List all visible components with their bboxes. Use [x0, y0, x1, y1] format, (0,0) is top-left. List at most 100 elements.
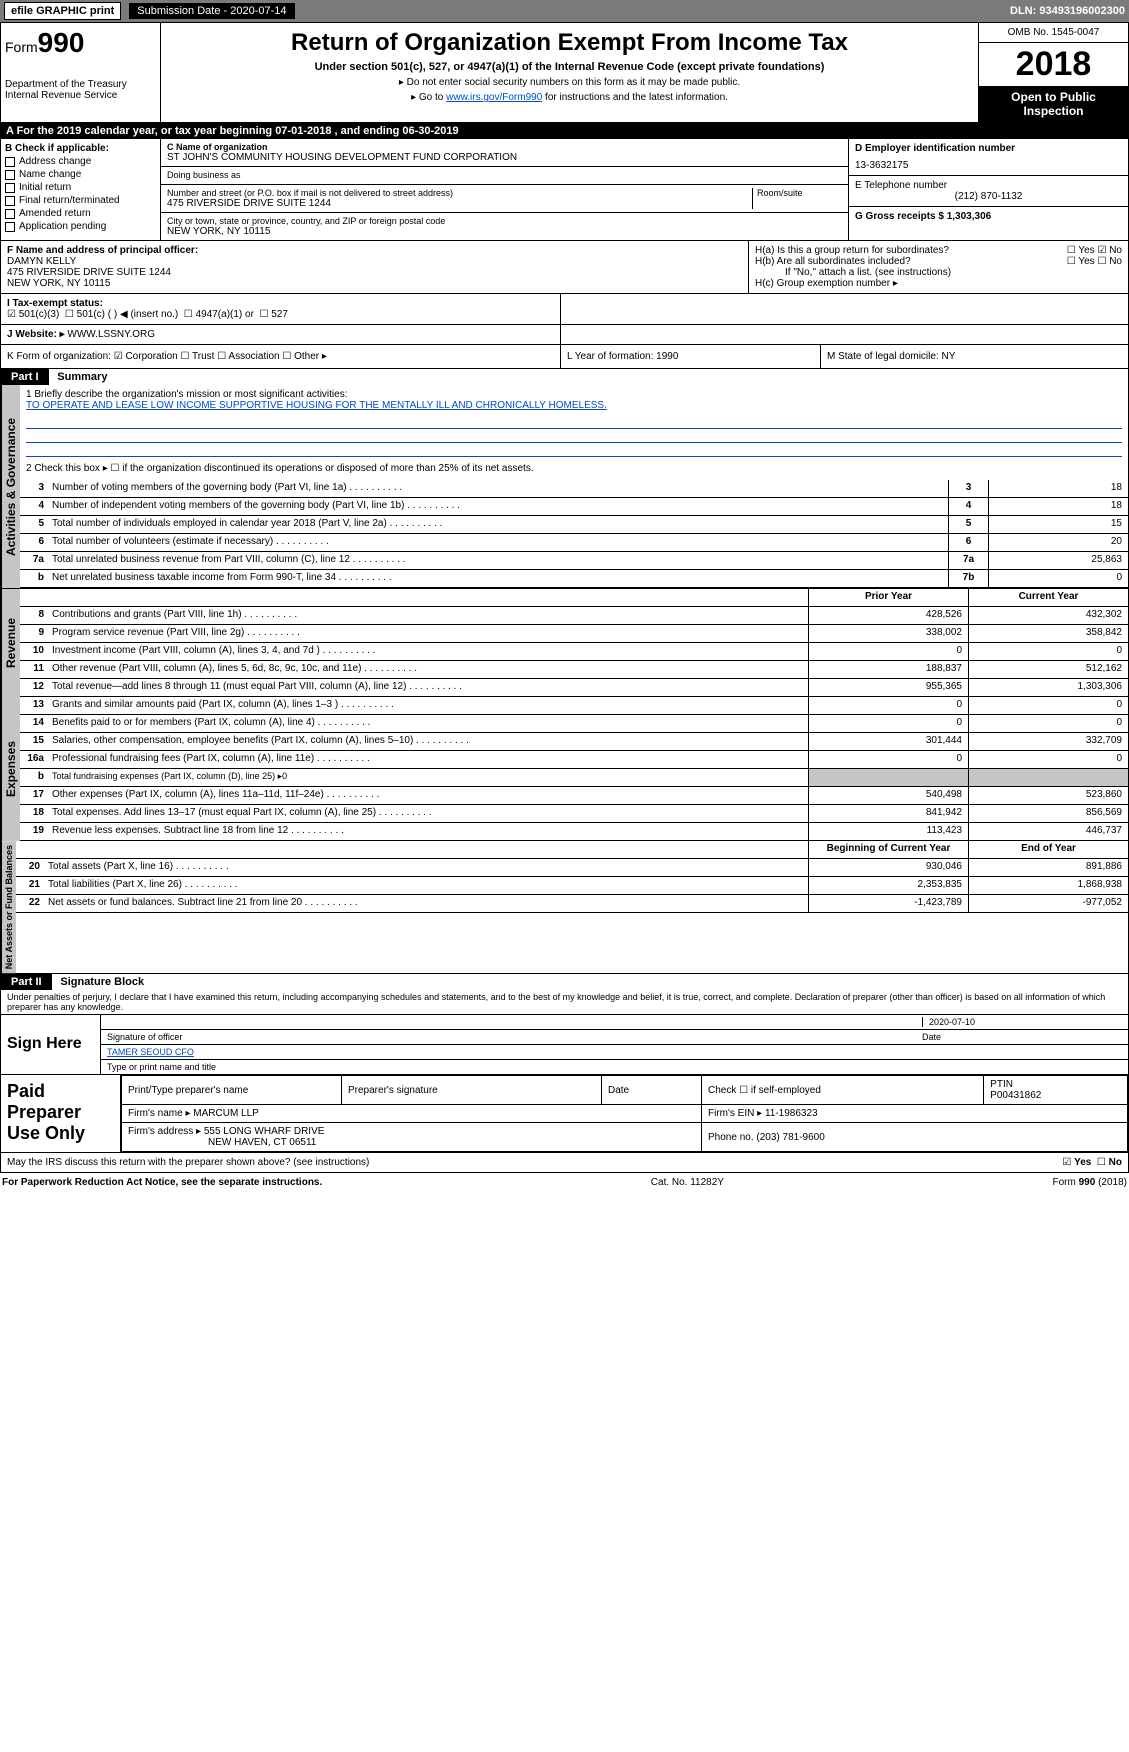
tax-year: 2018: [979, 43, 1128, 86]
summary-row: 17Other expenses (Part IX, column (A), l…: [20, 787, 1128, 805]
line1-label: 1 Briefly describe the organization's mi…: [26, 389, 1122, 400]
hdr-current: Current Year: [968, 589, 1128, 606]
summary-row: 12Total revenue—add lines 8 through 11 (…: [20, 679, 1128, 697]
form-subtitle: Under section 501(c), 527, or 4947(a)(1)…: [167, 61, 972, 73]
city: NEW YORK, NY 10115: [167, 226, 842, 237]
box-k: K Form of organization: ☑ Corporation ☐ …: [1, 345, 561, 368]
summary-row: 9Program service revenue (Part VIII, lin…: [20, 625, 1128, 643]
part2-tag: Part II: [1, 974, 52, 990]
box-b-title: B Check if applicable:: [5, 143, 156, 154]
part1-tag: Part I: [1, 369, 49, 385]
line2: 2 Check this box ▸ ☐ if the organization…: [20, 457, 1128, 480]
paid-label: Paid Preparer Use Only: [1, 1075, 121, 1152]
summary-row: 22Net assets or fund balances. Subtract …: [16, 895, 1128, 913]
mission-text: TO OPERATE AND LEASE LOW INCOME SUPPORTI…: [26, 400, 1122, 411]
discuss-question: May the IRS discuss this return with the…: [7, 1157, 369, 1168]
h-c: H(c) Group exemption number ▸: [755, 278, 1122, 289]
footer-right: Form 990 (2018): [1053, 1177, 1127, 1188]
summary-row: 7aTotal unrelated business revenue from …: [20, 552, 1128, 570]
dln: DLN: 93493196002300: [1010, 5, 1125, 17]
gross-receipts: G Gross receipts $ 1,303,306: [855, 211, 1122, 222]
summary-row: 20Total assets (Part X, line 16)930,0468…: [16, 859, 1128, 877]
dba-label: Doing business as: [167, 170, 241, 180]
footer-mid: Cat. No. 11282Y: [651, 1177, 724, 1188]
website: WWW.LSSNY.ORG: [67, 329, 155, 340]
summary-row: 11Other revenue (Part VIII, column (A), …: [20, 661, 1128, 679]
h-a: H(a) Is this a group return for subordin…: [755, 245, 949, 256]
ein: 13-3632175: [855, 160, 1122, 171]
summary-row: 8Contributions and grants (Part VIII, li…: [20, 607, 1128, 625]
form-header: Form990 Department of the Treasury Inter…: [0, 22, 1129, 123]
topbar: efile GRAPHIC print Submission Date - 20…: [0, 0, 1129, 22]
summary-row: 15Salaries, other compensation, employee…: [20, 733, 1128, 751]
city-label: City or town, state or province, country…: [167, 216, 842, 226]
summary-row: 10Investment income (Part VIII, column (…: [20, 643, 1128, 661]
note-link: ▸ Go to www.irs.gov/Form990 for instruct…: [167, 92, 972, 103]
officer-print-name: TAMER SEOUD CFO: [107, 1047, 194, 1057]
summary-row: 19Revenue less expenses. Subtract line 1…: [20, 823, 1128, 841]
label-f: F Name and address of principal officer:: [7, 245, 198, 256]
irs-link[interactable]: www.irs.gov/Form990: [446, 92, 542, 103]
street-label: Number and street (or P.O. box if mail i…: [167, 188, 752, 198]
room-label: Room/suite: [752, 188, 842, 209]
summary-row: 13Grants and similar amounts paid (Part …: [20, 697, 1128, 715]
hdr-begin: Beginning of Current Year: [808, 841, 968, 858]
officer-addr1: 475 RIVERSIDE DRIVE SUITE 1244: [7, 267, 742, 278]
checkbox-item[interactable]: Name change: [5, 169, 156, 180]
summary-row: bNet unrelated business taxable income f…: [20, 570, 1128, 588]
omb-number: OMB No. 1545-0047: [979, 23, 1128, 43]
summary-row: 5Total number of individuals employed in…: [20, 516, 1128, 534]
summary-row: 21Total liabilities (Part X, line 26)2,3…: [16, 877, 1128, 895]
label-i: I Tax-exempt status:: [7, 298, 103, 309]
summary-row: 18Total expenses. Add lines 13–17 (must …: [20, 805, 1128, 823]
part2-title: Signature Block: [54, 976, 144, 988]
checkbox-item[interactable]: Address change: [5, 156, 156, 167]
line-a: A For the 2019 calendar year, or tax yea…: [0, 123, 1129, 139]
ein-label: D Employer identification number: [855, 143, 1122, 154]
h-b: H(b) Are all subordinates included?: [755, 256, 911, 267]
box-l: L Year of formation: 1990: [561, 345, 821, 368]
street: 475 RIVERSIDE DRIVE SUITE 1244: [167, 198, 752, 209]
open-to-public: Open to Public Inspection: [979, 86, 1128, 122]
perjury: Under penalties of perjury, I declare th…: [0, 990, 1129, 1015]
sig-officer-label: Signature of officer: [107, 1032, 922, 1042]
part1-title: Summary: [51, 371, 107, 383]
label-j: J Website: ▸: [7, 329, 65, 340]
submission-date: Submission Date - 2020-07-14: [129, 3, 294, 19]
side-net: Net Assets or Fund Balances: [1, 841, 16, 973]
section-bcd: B Check if applicable: Address change Nam…: [0, 139, 1129, 241]
sign-here-label: Sign Here: [1, 1015, 101, 1074]
summary-row: 16aProfessional fundraising fees (Part I…: [20, 751, 1128, 769]
h-note: If "No," attach a list. (see instruction…: [755, 267, 1122, 278]
checkbox-item[interactable]: Amended return: [5, 208, 156, 219]
summary-row: 3Number of voting members of the governi…: [20, 480, 1128, 498]
summary-row: 14Benefits paid to or for members (Part …: [20, 715, 1128, 733]
officer-addr2: NEW YORK, NY 10115: [7, 278, 742, 289]
paid-table: Print/Type preparer's name Preparer's si…: [121, 1075, 1128, 1152]
summary-row: bTotal fundraising expenses (Part IX, co…: [20, 769, 1128, 787]
sign-date: 2020-07-10: [922, 1017, 1122, 1027]
dept-label: Department of the Treasury Internal Reve…: [5, 79, 156, 101]
officer-name: DAMYN KELLY: [7, 256, 742, 267]
date-label: Date: [922, 1032, 1122, 1042]
org-name: ST JOHN'S COMMUNITY HOUSING DEVELOPMENT …: [167, 152, 842, 163]
label-c: C Name of organization: [167, 142, 268, 152]
checkbox-item[interactable]: Initial return: [5, 182, 156, 193]
summary-row: 4Number of independent voting members of…: [20, 498, 1128, 516]
hdr-end: End of Year: [968, 841, 1128, 858]
checkbox-item[interactable]: Final return/terminated: [5, 195, 156, 206]
phone: (212) 870-1132: [855, 191, 1122, 202]
side-revenue: Revenue: [1, 589, 20, 697]
summary-row: 6Total number of volunteers (estimate if…: [20, 534, 1128, 552]
side-expenses: Expenses: [1, 697, 20, 841]
form-number: 990: [38, 27, 85, 58]
efile-tag: efile GRAPHIC print: [4, 2, 121, 20]
side-ag: Activities & Governance: [1, 385, 20, 588]
phone-label: E Telephone number: [855, 180, 1122, 191]
checkbox-item[interactable]: Application pending: [5, 221, 156, 232]
box-m: M State of legal domicile: NY: [821, 345, 1128, 368]
form-title: Return of Organization Exempt From Incom…: [167, 29, 972, 57]
footer-left: For Paperwork Reduction Act Notice, see …: [2, 1177, 322, 1188]
hdr-prior: Prior Year: [808, 589, 968, 606]
print-name-label: Type or print name and title: [101, 1060, 1128, 1074]
